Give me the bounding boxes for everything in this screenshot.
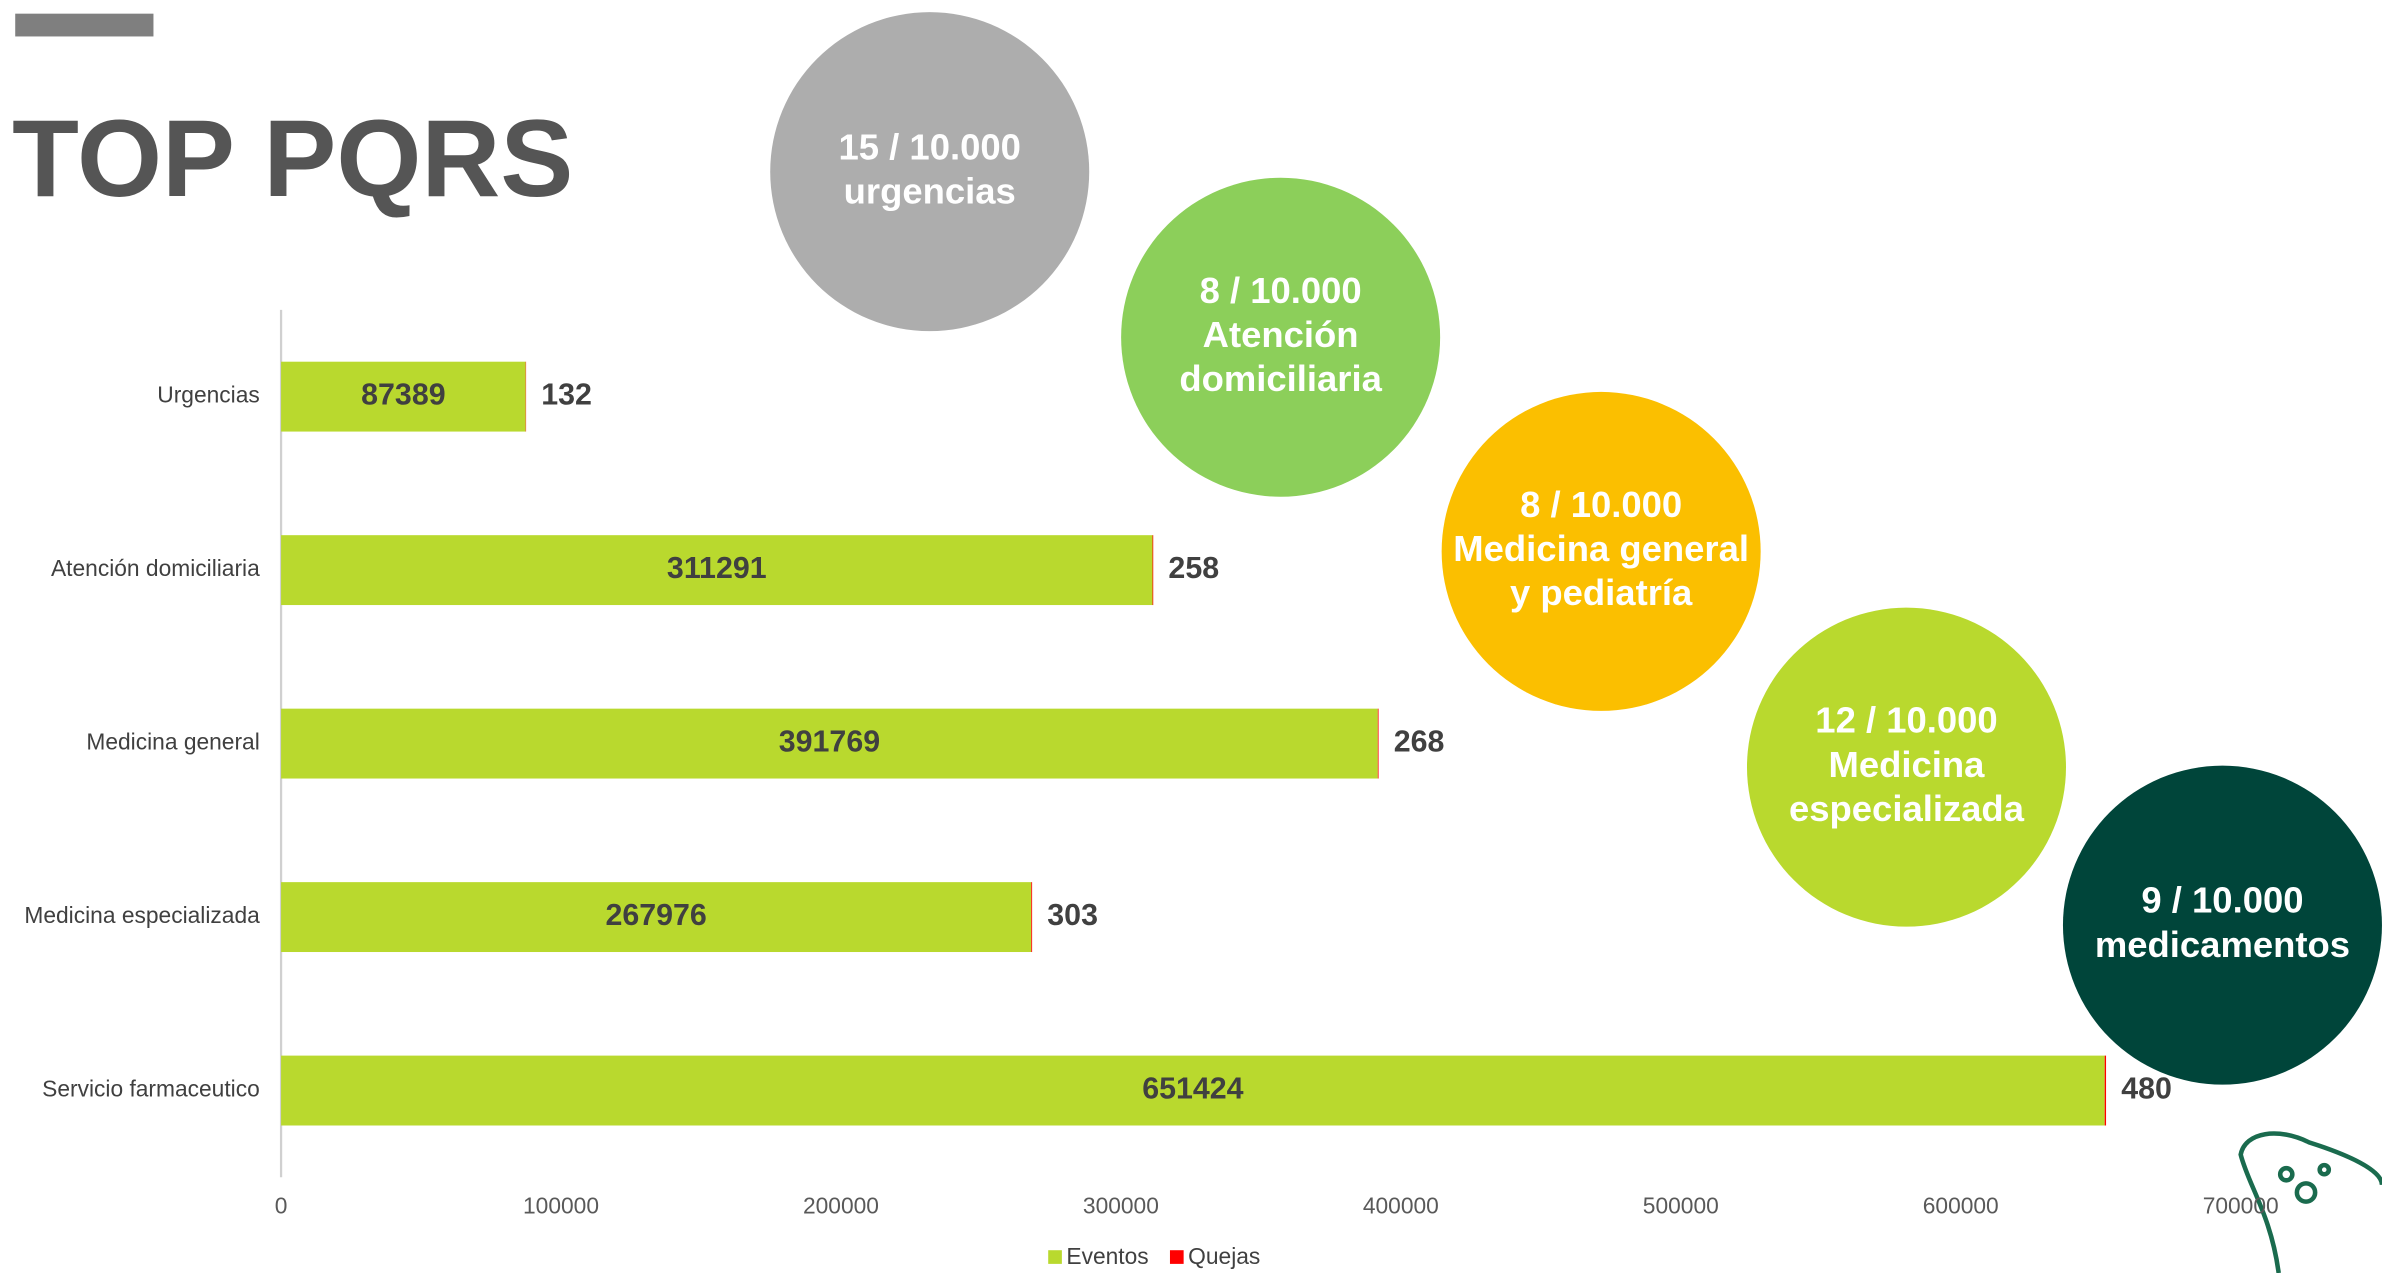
annotation-circle xyxy=(2062,765,2382,1085)
x-tick-label: 500000 xyxy=(1643,1193,1719,1219)
bar-value-label: 268 xyxy=(1394,725,1445,759)
annotation-text: 8 / 10.000 xyxy=(1520,484,1682,525)
legend-label: Quejas xyxy=(1188,1243,1260,1269)
annotation-text: urgencias xyxy=(844,170,1016,211)
bar xyxy=(1377,708,1379,779)
lizard-icon xyxy=(2238,1131,2382,1273)
bar xyxy=(281,882,1032,953)
x-tick-label: 600000 xyxy=(1923,1193,1999,1219)
annotation-text: domiciliaria xyxy=(1179,358,1382,399)
annotation-text: Medicina xyxy=(1829,744,1986,785)
y-tick-label: Atención domiciliaria xyxy=(51,555,260,581)
bar-value-label: 258 xyxy=(1168,551,1219,585)
bar xyxy=(1152,535,1154,606)
bar xyxy=(281,361,526,432)
legend-label: Eventos xyxy=(1066,1243,1148,1269)
x-tick-label: 400000 xyxy=(1363,1193,1439,1219)
annotation-text: 8 / 10.000 xyxy=(1200,270,1362,311)
annotation-circle xyxy=(1121,177,1441,497)
annotation-text: Medicina general xyxy=(1453,528,1749,569)
bar-value-label: 391769 xyxy=(779,725,880,759)
bar-value-label: 480 xyxy=(2121,1072,2172,1106)
bar xyxy=(2104,1055,2107,1126)
chart-title: TOP PQRS xyxy=(12,98,573,220)
annotation-circle xyxy=(770,12,1090,332)
y-tick-label: Medicina general xyxy=(86,729,259,755)
x-tick-label: 700000 xyxy=(2203,1193,2279,1219)
bar xyxy=(281,708,1378,779)
x-tick-label: 0 xyxy=(275,1193,288,1219)
y-tick-label: Urgencias xyxy=(157,382,259,408)
annotation-circle xyxy=(1746,607,2066,927)
y-tick-label: Servicio farmaceutico xyxy=(42,1076,260,1102)
y-tick-label: Medicina especializada xyxy=(24,902,260,928)
bar-value-label: 311291 xyxy=(667,551,767,585)
bar xyxy=(281,1055,2105,1126)
annotation-circle xyxy=(1441,391,1761,711)
bar xyxy=(281,535,1153,606)
annotation-text: especializada xyxy=(1789,788,2025,829)
annotation-text: Atención xyxy=(1203,314,1359,355)
bar-value-label: 267976 xyxy=(605,898,706,932)
decoration-bar xyxy=(15,13,154,37)
x-tick-label: 300000 xyxy=(1083,1193,1159,1219)
bar-value-label: 651424 xyxy=(1142,1072,1243,1106)
legend-swatch xyxy=(1169,1250,1184,1264)
bar-value-label: 132 xyxy=(541,378,592,412)
bar-value-label: 87389 xyxy=(361,378,445,412)
x-tick-label: 100000 xyxy=(523,1193,599,1219)
annotation-text: medicamentos xyxy=(2095,924,2350,965)
legend-swatch xyxy=(1048,1250,1062,1264)
x-tick-label: 200000 xyxy=(803,1193,879,1219)
annotation-text: 9 / 10.000 xyxy=(2141,880,2303,921)
annotation-text: 15 / 10.000 xyxy=(839,126,1021,167)
annotation-text: 12 / 10.000 xyxy=(1815,700,1997,741)
annotation-text: y pediatría xyxy=(1510,572,1693,613)
bar xyxy=(1031,882,1033,953)
bar-value-label: 303 xyxy=(1047,898,1098,932)
